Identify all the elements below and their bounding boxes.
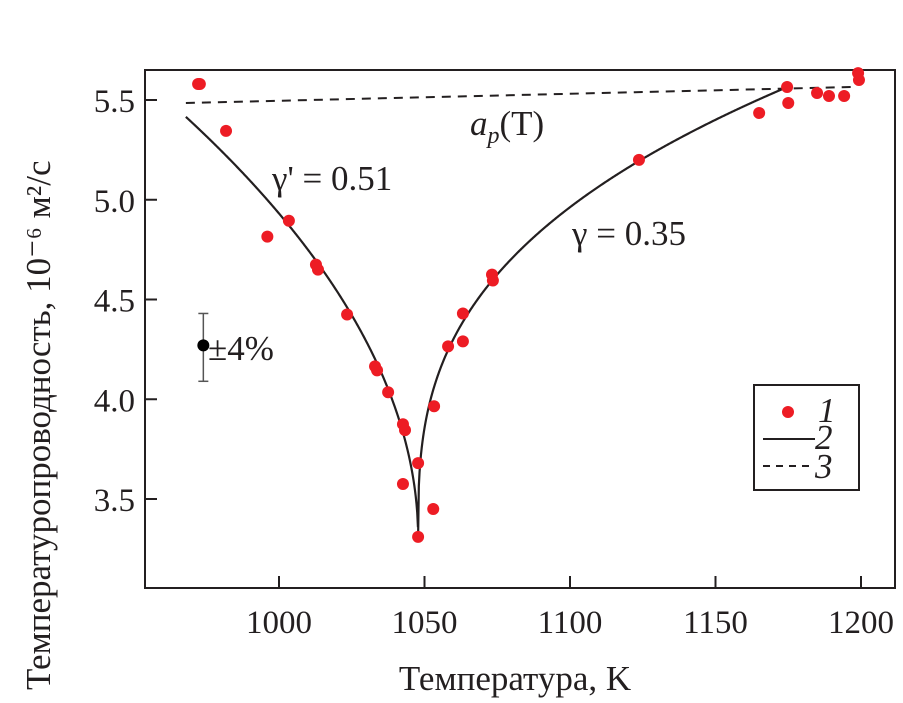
error-bar-label: ±4% bbox=[208, 329, 274, 368]
data-point bbox=[193, 78, 206, 91]
data-point bbox=[399, 424, 412, 437]
data-point bbox=[753, 106, 766, 119]
y-axis-title: Температуропроводность, 10⁻⁶ м²/с bbox=[19, 161, 58, 691]
data-point bbox=[632, 153, 645, 166]
data-point bbox=[852, 74, 865, 87]
gamma-left-label: γ' = 0.51 bbox=[271, 159, 392, 198]
data-point bbox=[282, 214, 295, 227]
x-tick-label: 1050 bbox=[392, 605, 458, 641]
data-point bbox=[427, 502, 440, 515]
y-tick-label: 4.0 bbox=[94, 383, 135, 419]
data-point bbox=[311, 263, 324, 276]
y-tick-label: 5.0 bbox=[94, 184, 135, 220]
x-tick-label: 1200 bbox=[828, 605, 894, 641]
x-ticks: 1000 1050 1100 1150 1200 bbox=[246, 576, 894, 641]
series-3-dashed-line bbox=[185, 86, 851, 104]
x-axis-title: Температура, K bbox=[399, 659, 631, 698]
data-point bbox=[811, 87, 824, 100]
data-point bbox=[412, 530, 425, 543]
data-point bbox=[822, 90, 835, 103]
data-point bbox=[781, 81, 794, 94]
data-point bbox=[341, 308, 354, 321]
y-tick-label: 3.5 bbox=[94, 483, 135, 519]
data-point bbox=[382, 386, 395, 399]
error-bar-point bbox=[197, 339, 210, 352]
data-point bbox=[412, 457, 425, 470]
y-tick-label: 5.5 bbox=[94, 84, 135, 120]
plot-area bbox=[144, 67, 896, 589]
x-tick-label: 1000 bbox=[246, 605, 312, 641]
data-point bbox=[838, 90, 851, 103]
data-point bbox=[486, 274, 499, 287]
y-tick-label: 4.5 bbox=[94, 284, 135, 320]
gamma-right-label: γ = 0.35 bbox=[571, 214, 686, 253]
data-point bbox=[456, 335, 469, 348]
ap-label: ap(T) bbox=[470, 104, 544, 149]
legend-label-2: 2 bbox=[815, 418, 833, 457]
x-tick-label: 1150 bbox=[683, 605, 748, 641]
legend-label-3: 3 bbox=[814, 447, 833, 486]
data-point bbox=[442, 340, 455, 353]
legend-marker-1 bbox=[782, 406, 794, 418]
y-ticks: 3.5 4.0 4.5 5.0 5.5 bbox=[94, 84, 157, 519]
plot-frame bbox=[144, 69, 896, 589]
data-point bbox=[371, 364, 384, 377]
data-point bbox=[456, 307, 469, 320]
series-2-fit-right bbox=[416, 86, 788, 537]
data-point bbox=[428, 400, 441, 413]
data-point bbox=[261, 230, 274, 243]
data-point bbox=[220, 124, 233, 137]
x-tick-label: 1100 bbox=[538, 605, 603, 641]
data-point bbox=[782, 96, 795, 109]
data-point bbox=[396, 478, 409, 491]
legend-label-1: 1 bbox=[818, 391, 836, 430]
legend: 1 2 3 bbox=[753, 384, 860, 491]
